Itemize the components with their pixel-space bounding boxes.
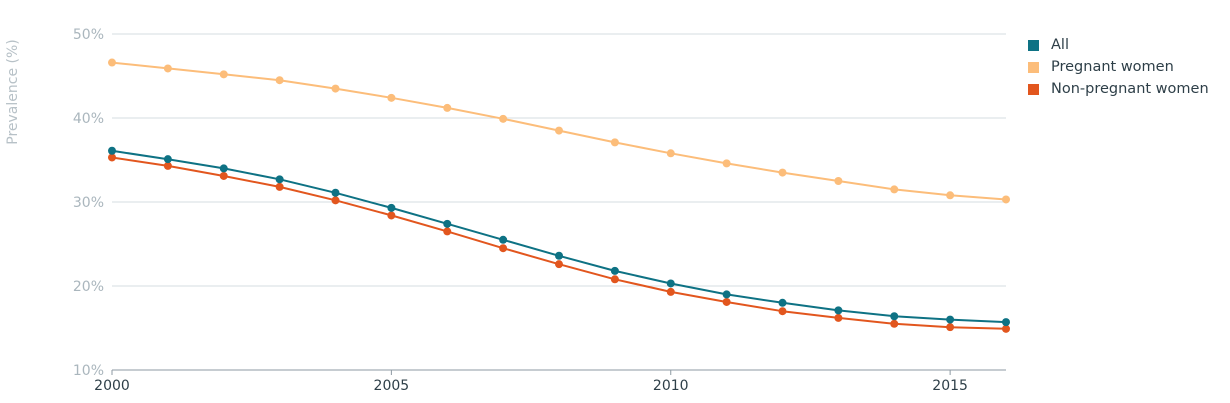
gridlines xyxy=(112,33,1006,287)
point-all-2005[interactable] xyxy=(387,203,396,212)
x-tick-labels: 2000 2005 2010 2015 xyxy=(94,370,968,394)
point-non-pregnant-women-2010[interactable] xyxy=(666,287,675,296)
point-non-pregnant-women-2001[interactable] xyxy=(163,161,172,170)
point-all-2012[interactable] xyxy=(778,298,787,307)
y-tick-label-30: 30% xyxy=(73,195,104,211)
point-non-pregnant-women-2005[interactable] xyxy=(387,211,396,220)
point-all-2010[interactable] xyxy=(666,279,675,288)
point-non-pregnant-women-2015[interactable] xyxy=(946,323,955,332)
legend-label-non-pregnant-women: Non-pregnant women xyxy=(1051,81,1209,97)
point-all-2014[interactable] xyxy=(890,312,899,321)
point-pregnant-women-2006[interactable] xyxy=(443,103,452,112)
point-all-2003[interactable] xyxy=(275,175,284,184)
point-non-pregnant-women-2011[interactable] xyxy=(722,297,731,306)
legend-label-all: All xyxy=(1051,37,1069,53)
point-non-pregnant-women-2000[interactable] xyxy=(108,153,116,162)
point-all-2016[interactable] xyxy=(1002,318,1010,327)
point-non-pregnant-women-2007[interactable] xyxy=(499,244,508,253)
point-pregnant-women-2011[interactable] xyxy=(722,159,731,168)
legend-swatch-all xyxy=(1028,39,1039,51)
x-tick-label-2005: 2005 xyxy=(374,378,410,394)
legend-item-all[interactable]: All xyxy=(1028,34,1209,56)
series-line-all xyxy=(111,149,1007,324)
point-all-2002[interactable] xyxy=(219,164,228,173)
point-non-pregnant-women-2002[interactable] xyxy=(219,171,228,180)
point-all-2001[interactable] xyxy=(163,155,172,164)
point-all-2015[interactable] xyxy=(946,315,955,324)
point-all-2009[interactable] xyxy=(610,266,619,275)
point-all-2007[interactable] xyxy=(499,235,508,244)
series-all xyxy=(108,146,1010,327)
series-non-pregnant-women xyxy=(108,153,1010,333)
y-tick-labels: 10% 20% 30% 40% 50% xyxy=(73,27,104,379)
y-axis-label: Prevalence (%) xyxy=(5,39,21,145)
legend: All Pregnant women Non-pregnant women xyxy=(1028,34,1209,100)
point-non-pregnant-women-2012[interactable] xyxy=(778,307,787,316)
point-non-pregnant-women-2004[interactable] xyxy=(331,196,340,205)
y-tick-label-50: 50% xyxy=(73,27,104,43)
point-all-2004[interactable] xyxy=(331,188,340,197)
point-pregnant-women-2004[interactable] xyxy=(331,84,340,93)
point-pregnant-women-2013[interactable] xyxy=(834,177,843,185)
point-all-2013[interactable] xyxy=(834,306,843,315)
point-pregnant-women-2008[interactable] xyxy=(555,126,563,135)
point-pregnant-women-2000[interactable] xyxy=(108,58,116,67)
legend-swatch-pregnant-women xyxy=(1028,61,1039,73)
x-tick-label-2010: 2010 xyxy=(653,378,689,394)
point-non-pregnant-women-2014[interactable] xyxy=(890,319,899,328)
x-tick-label-2000: 2000 xyxy=(94,378,130,394)
point-pregnant-women-2015[interactable] xyxy=(946,191,955,200)
legend-swatch-non-pregnant-women xyxy=(1028,83,1039,95)
point-pregnant-women-2005[interactable] xyxy=(387,93,396,102)
point-non-pregnant-women-2008[interactable] xyxy=(555,260,563,269)
point-non-pregnant-women-2009[interactable] xyxy=(610,275,619,284)
y-tick-label-10: 10% xyxy=(73,363,104,379)
point-all-2006[interactable] xyxy=(443,219,452,228)
point-all-2008[interactable] xyxy=(555,251,563,260)
point-pregnant-women-2016[interactable] xyxy=(1002,195,1010,204)
point-pregnant-women-2010[interactable] xyxy=(666,149,675,158)
point-pregnant-women-2014[interactable] xyxy=(890,185,899,194)
series-pregnant-women xyxy=(108,58,1010,204)
point-pregnant-women-2002[interactable] xyxy=(219,70,228,79)
y-tick-label-20: 20% xyxy=(73,279,104,295)
series-line-non-pregnant-women xyxy=(111,156,1007,330)
y-tick-label-40: 40% xyxy=(73,111,104,127)
point-pregnant-women-2012[interactable] xyxy=(778,168,787,177)
point-pregnant-women-2009[interactable] xyxy=(610,138,619,147)
legend-item-non-pregnant-women[interactable]: Non-pregnant women xyxy=(1028,78,1209,100)
point-non-pregnant-women-2013[interactable] xyxy=(834,313,843,322)
x-tick-label-2015: 2015 xyxy=(932,378,968,394)
point-all-2011[interactable] xyxy=(722,290,731,299)
legend-label-pregnant-women: Pregnant women xyxy=(1051,59,1174,75)
point-non-pregnant-women-2006[interactable] xyxy=(443,227,452,236)
point-pregnant-women-2001[interactable] xyxy=(163,64,172,73)
series-group xyxy=(108,58,1010,333)
point-pregnant-women-2003[interactable] xyxy=(275,76,284,85)
point-pregnant-women-2007[interactable] xyxy=(499,114,508,123)
point-all-2000[interactable] xyxy=(108,146,116,155)
point-non-pregnant-women-2016[interactable] xyxy=(1002,324,1010,333)
point-non-pregnant-women-2003[interactable] xyxy=(275,182,284,191)
legend-item-pregnant-women[interactable]: Pregnant women xyxy=(1028,56,1209,78)
